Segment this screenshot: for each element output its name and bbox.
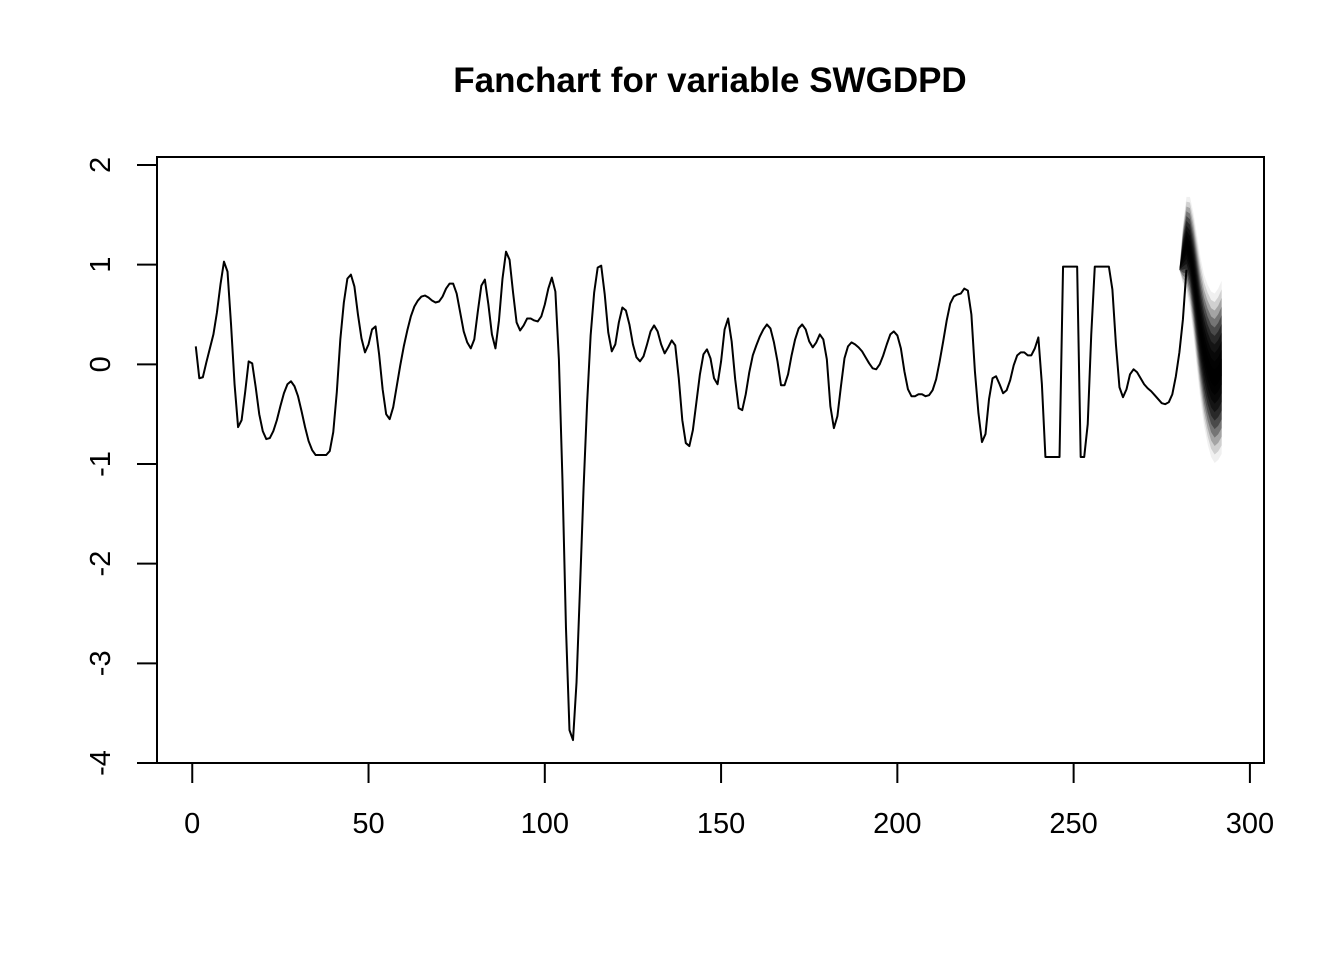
x-axis: 0 50 100 150 200 250 300 [184,762,1274,840]
y-tick-label: 1 [85,257,117,273]
plot-frame [156,156,1265,764]
fan-area [1179,196,1222,463]
y-tick-label: -4 [85,750,117,776]
x-tick-label: 300 [1226,808,1274,840]
x-tick-label: 100 [521,808,569,840]
fan-band [1179,239,1222,387]
x-tick-label: 200 [873,808,921,840]
y-tick-label: 0 [85,356,117,372]
y-tick-label: -3 [85,650,117,676]
y-tick-label: -2 [85,551,117,577]
series-line [194,250,1188,742]
x-tick-label: 250 [1049,808,1097,840]
x-tick-label: 50 [352,808,384,840]
fan-band [1179,235,1222,396]
x-tick-label: 150 [697,808,745,840]
y-tick-label: 2 [85,157,117,173]
y-axis: -4 -3 -2 -1 0 1 2 [85,157,158,776]
chart-title: Fanchart for variable SWGDPD [453,61,966,100]
x-tick-label: 0 [184,808,200,840]
y-tick-label: -1 [85,451,117,477]
